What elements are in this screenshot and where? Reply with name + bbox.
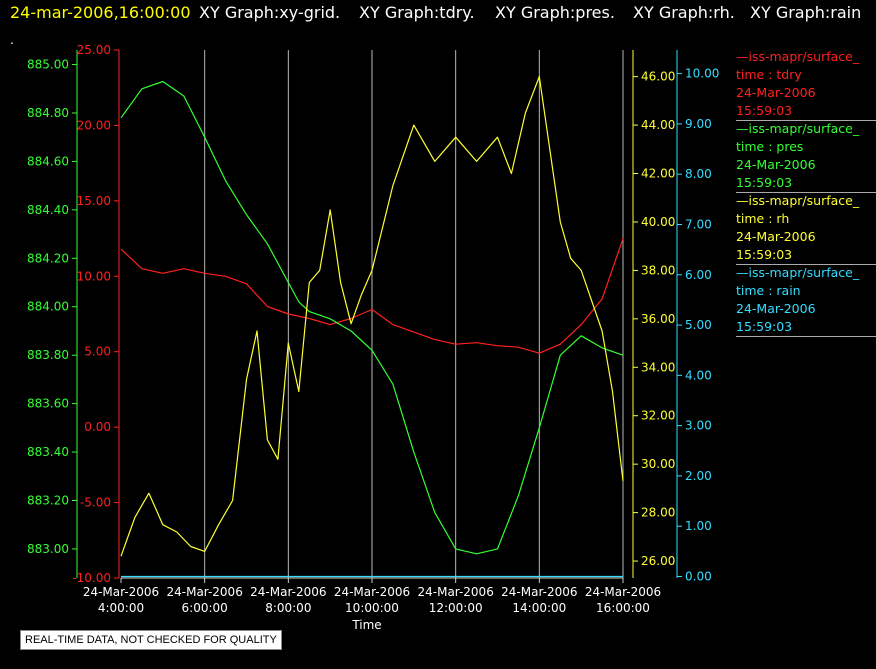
header-bar: 24-mar-2006,16:00:00 XY Graph:xy-grid. X… bbox=[0, 0, 876, 26]
legend-source: —iss-mapr/surface_ bbox=[736, 121, 860, 136]
pres-tick-label: 884.00 bbox=[27, 300, 69, 314]
legend-date: 24-Mar-2006 bbox=[736, 301, 816, 316]
pres-tick-label: 885.00 bbox=[27, 58, 69, 72]
pres-tick-label: 883.40 bbox=[27, 445, 69, 459]
legend-separator bbox=[736, 192, 876, 193]
x-tick-label-time: 6:00:00 bbox=[182, 601, 228, 615]
rh-tick-label: 34.00 bbox=[641, 360, 675, 374]
x-tick-label-time: 12:00:00 bbox=[429, 601, 483, 615]
tdry-tick-label: 5.00 bbox=[84, 345, 111, 359]
rain-tick-label: 1.00 bbox=[685, 519, 712, 533]
legend-separator bbox=[736, 336, 876, 337]
pres-tick-label: 883.00 bbox=[27, 542, 69, 556]
tdry-tick-label: 0.00 bbox=[84, 420, 111, 434]
rh-tick-label: 46.00 bbox=[641, 70, 675, 84]
series-line-pres bbox=[120, 80, 624, 555]
legend-field: time : tdry bbox=[736, 67, 802, 82]
x-tick-label-date: 24-Mar-2006 bbox=[250, 585, 326, 599]
x-tick-label-time: 8:00:00 bbox=[265, 601, 311, 615]
rain-tick-label: 5.00 bbox=[685, 318, 712, 332]
legend-entry-rh: —iss-mapr/surface_ time : rh 24-Mar-2006… bbox=[736, 192, 876, 264]
legend-date: 24-Mar-2006 bbox=[736, 229, 816, 244]
rain-tick-label: 10.00 bbox=[685, 67, 719, 81]
tdry-tick-label: 15.00 bbox=[77, 194, 111, 208]
legend-date: 24-Mar-2006 bbox=[736, 85, 816, 100]
rain-tick-label: 2.00 bbox=[685, 469, 712, 483]
pres-tick-label: 884.40 bbox=[27, 203, 69, 217]
rain-tick-label: 7.00 bbox=[685, 217, 712, 231]
series-line-rh bbox=[120, 75, 624, 557]
pres-tick-label: 884.80 bbox=[27, 106, 69, 120]
graph-title-rain: XY Graph:rain bbox=[750, 3, 862, 22]
pres-tick-label: 884.60 bbox=[27, 154, 69, 168]
graph-title-pres: XY Graph:pres. bbox=[495, 3, 615, 22]
tdry-tick-label: 25.00 bbox=[77, 43, 111, 57]
legend-time: 15:59:03 bbox=[736, 175, 793, 190]
x-tick-label-date: 24-Mar-2006 bbox=[83, 585, 159, 599]
tdry-tick-label: 20.00 bbox=[77, 118, 111, 132]
legend-entry-tdry: —iss-mapr/surface_ time : tdry 24-Mar-20… bbox=[736, 48, 876, 120]
x-tick-label-time: 10:00:00 bbox=[345, 601, 399, 615]
rh-tick-label: 36.00 bbox=[641, 312, 675, 326]
rh-tick-label: 28.00 bbox=[641, 506, 675, 520]
pres-tick-label: 883.80 bbox=[27, 348, 69, 362]
rh-tick-label: 40.00 bbox=[641, 215, 675, 229]
timestamp: 24-mar-2006,16:00:00 bbox=[10, 3, 191, 22]
legend-separator bbox=[736, 120, 876, 121]
legend-field: time : pres bbox=[736, 139, 804, 154]
tdry-tick-label: -10.00 bbox=[72, 571, 111, 585]
rain-tick-label: 9.00 bbox=[685, 117, 712, 131]
legend-entry-pres: —iss-mapr/surface_ time : pres 24-Mar-20… bbox=[736, 120, 876, 192]
legend-source: —iss-mapr/surface_ bbox=[736, 193, 860, 208]
rain-tick-label: 4.00 bbox=[685, 368, 712, 382]
legend-entry-rain: —iss-mapr/surface_ time : rain 24-Mar-20… bbox=[736, 264, 876, 337]
rain-tick-label: 0.00 bbox=[685, 569, 712, 583]
legend-separator bbox=[736, 264, 876, 265]
legend-time: 15:59:03 bbox=[736, 319, 793, 334]
x-tick-label-date: 24-Mar-2006 bbox=[166, 585, 242, 599]
pres-tick-label: 883.20 bbox=[27, 493, 69, 507]
x-tick-label-time: 16:00:00 bbox=[596, 601, 650, 615]
x-tick-label-date: 24-Mar-2006 bbox=[417, 585, 493, 599]
rain-tick-label: 8.00 bbox=[685, 167, 712, 181]
legend-source: —iss-mapr/surface_ bbox=[736, 49, 860, 64]
x-tick-label-time: 4:00:00 bbox=[98, 601, 144, 615]
legend-time: 15:59:03 bbox=[736, 103, 793, 118]
x-tick-label-date: 24-Mar-2006 bbox=[501, 585, 577, 599]
quality-notice: REAL-TIME DATA, NOT CHECKED FOR QUALITY bbox=[20, 630, 282, 650]
x-tick-label-date: 24-Mar-2006 bbox=[585, 585, 661, 599]
legend: —iss-mapr/surface_ time : tdry 24-Mar-20… bbox=[736, 48, 876, 337]
graph-title-rh: XY Graph:rh. bbox=[633, 3, 735, 22]
x-axis-title: Time bbox=[351, 618, 381, 632]
graph-title-tdry: XY Graph:tdry. bbox=[359, 3, 475, 22]
tdry-tick-label: -5.00 bbox=[80, 496, 111, 510]
legend-date: 24-Mar-2006 bbox=[736, 157, 816, 172]
x-tick-label-date: 24-Mar-2006 bbox=[334, 585, 410, 599]
graph-title-xy-grid: XY Graph:xy-grid. bbox=[199, 3, 341, 22]
rh-tick-label: 38.00 bbox=[641, 263, 675, 277]
rh-tick-label: 26.00 bbox=[641, 554, 675, 568]
x-tick-label-time: 14:00:00 bbox=[512, 601, 566, 615]
series-line-tdry bbox=[120, 238, 624, 354]
pres-tick-label: 883.60 bbox=[27, 397, 69, 411]
rain-tick-label: 6.00 bbox=[685, 268, 712, 282]
rain-tick-label: 3.00 bbox=[685, 419, 712, 433]
legend-source: —iss-mapr/surface_ bbox=[736, 265, 860, 280]
legend-field: time : rh bbox=[736, 211, 790, 226]
legend-field: time : rain bbox=[736, 283, 801, 298]
rh-tick-label: 32.00 bbox=[641, 409, 675, 423]
pres-tick-label: 884.20 bbox=[27, 251, 69, 265]
marker-dot: . bbox=[10, 33, 14, 47]
tdry-tick-label: 10.00 bbox=[77, 269, 111, 283]
rh-tick-label: 42.00 bbox=[641, 167, 675, 181]
legend-time: 15:59:03 bbox=[736, 247, 793, 262]
rh-tick-label: 44.00 bbox=[641, 118, 675, 132]
rh-tick-label: 30.00 bbox=[641, 457, 675, 471]
